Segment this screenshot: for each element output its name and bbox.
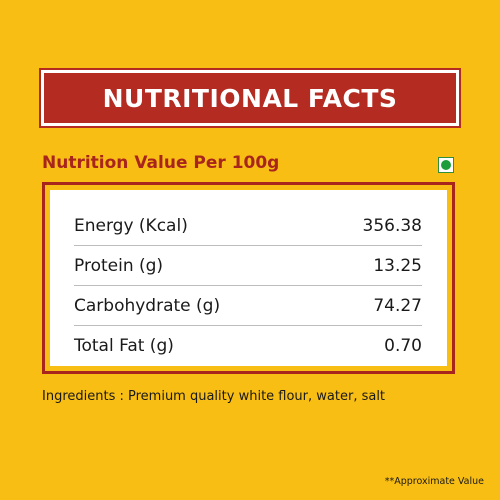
- nutrition-table: Energy (Kcal) 356.38 Protein (g) 13.25 C…: [42, 182, 455, 374]
- approximate-value-footnote: **Approximate Value: [384, 476, 484, 487]
- page-title: NUTRITIONAL FACTS: [102, 83, 398, 113]
- title-banner: NUTRITIONAL FACTS: [41, 70, 459, 126]
- row-value: 0.70: [384, 335, 422, 356]
- row-label: Protein (g): [74, 255, 164, 276]
- nutrition-subtitle: Nutrition Value Per 100g: [42, 153, 280, 173]
- table-row-carbohydrate: Carbohydrate (g) 74.27: [74, 286, 422, 326]
- ingredients-text: Ingredients : Premium quality white flou…: [42, 389, 386, 404]
- table-row-energy: Energy (Kcal) 356.38: [74, 206, 422, 246]
- row-label: Total Fat (g): [74, 335, 174, 356]
- row-value: 356.38: [362, 215, 422, 236]
- nutrition-table-body: Energy (Kcal) 356.38 Protein (g) 13.25 C…: [50, 190, 447, 366]
- table-row-total-fat: Total Fat (g) 0.70: [74, 326, 422, 365]
- table-row-protein: Protein (g) 13.25: [74, 246, 422, 286]
- veg-symbol-icon: [438, 157, 454, 173]
- row-value: 74.27: [373, 295, 422, 316]
- row-label: Energy (Kcal): [74, 215, 188, 236]
- veg-dot: [441, 160, 451, 170]
- row-label: Carbohydrate (g): [74, 295, 221, 316]
- row-value: 13.25: [373, 255, 422, 276]
